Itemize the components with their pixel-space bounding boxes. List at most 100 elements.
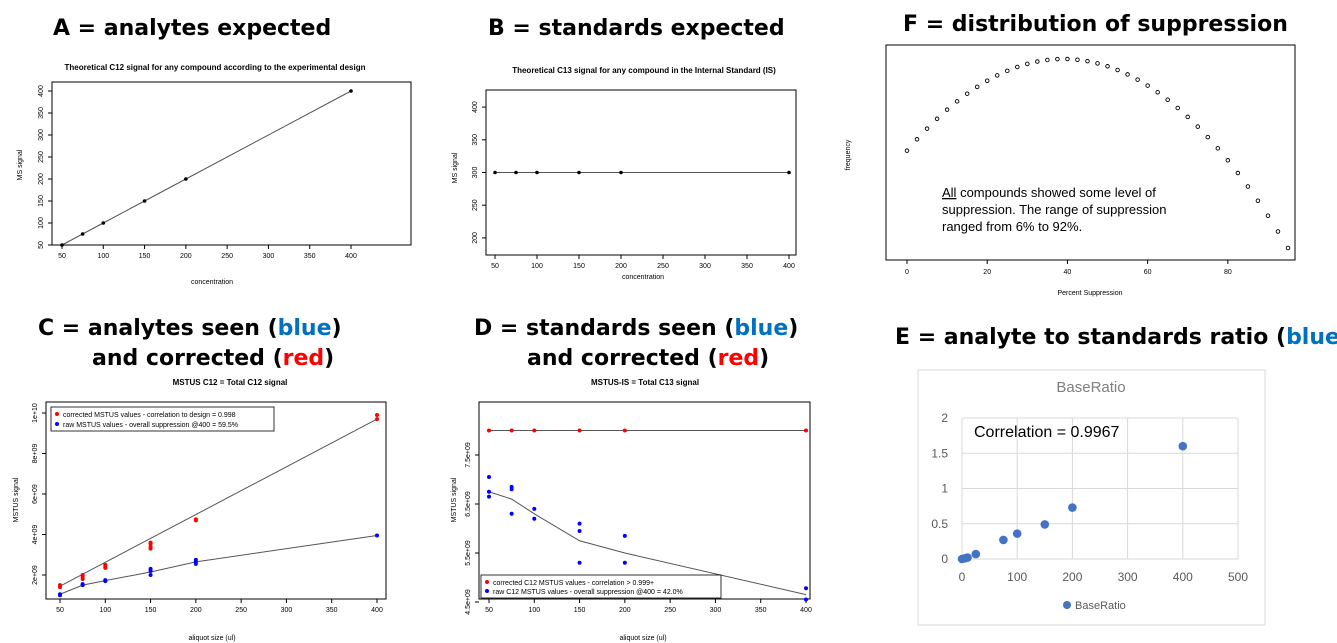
y-tick-label: 200 <box>38 173 45 185</box>
x-tick-label: 100 <box>528 607 540 614</box>
data-point <box>577 170 581 175</box>
y-axis-label: frequency <box>845 139 852 170</box>
chart-b: 50 100 150 200 250 300 350 400 Theoretical C13 s… <box>452 66 797 281</box>
legend-marker <box>485 580 489 584</box>
x-tick-label: 0 <box>959 570 966 584</box>
data-point <box>944 107 950 112</box>
data-point <box>1175 105 1180 111</box>
series-line <box>59 535 378 595</box>
data-point <box>148 573 153 577</box>
data-point <box>509 487 514 492</box>
x-tick-label: 100 <box>99 607 111 614</box>
x-axis-label: aliquot size (ul) <box>188 635 235 642</box>
data-point <box>1105 64 1110 69</box>
data-point <box>1015 64 1020 70</box>
y-tick-label: 1.5 <box>931 446 948 460</box>
data-point <box>487 494 491 499</box>
x-tick-label: 150 <box>139 253 151 260</box>
data-point <box>1235 170 1241 176</box>
y-tick-label: 6.5e+09 <box>465 491 472 517</box>
legend-marker <box>55 422 59 426</box>
annotation-text: compounds showed some level of <box>956 185 1156 200</box>
y-tick-label: 4e+09 <box>32 525 39 545</box>
data-point <box>1245 184 1251 189</box>
data-point <box>193 517 198 522</box>
data-point <box>804 597 808 602</box>
data-point <box>493 170 497 175</box>
x-tick-label: 150 <box>573 263 585 270</box>
data-point <box>60 243 64 247</box>
data-point <box>964 91 970 96</box>
data-point <box>80 573 85 577</box>
y-tick-label: 5.5e+09 <box>465 540 472 566</box>
data-point <box>1012 529 1022 538</box>
y-tick-label: 250 <box>472 199 479 211</box>
x-axis-label: Percent Suppression <box>1058 290 1123 297</box>
x-tick-label: 350 <box>755 607 767 614</box>
data-point <box>1205 134 1211 140</box>
data-point <box>1225 158 1231 163</box>
x-tick-label: 150 <box>145 607 157 614</box>
data-point <box>1265 213 1271 219</box>
data-point <box>142 199 147 203</box>
chart-title: BaseRatio <box>1056 379 1125 396</box>
chart-title: MSTUS C12 = Total C12 signal <box>173 378 288 387</box>
data-point <box>101 221 106 225</box>
heading-c-line1: C = analytes seen (blue) <box>38 316 342 341</box>
y-tick-label: 6e+09 <box>32 484 39 504</box>
y-tick-label: 0 <box>941 552 948 566</box>
x-tick-label: 400 <box>783 263 795 270</box>
data-point <box>954 99 960 104</box>
data-point <box>1178 441 1188 451</box>
data-point <box>80 582 85 587</box>
data-point <box>787 170 791 175</box>
x-tick-label: 350 <box>304 253 316 260</box>
x-tick-label: 250 <box>235 607 247 614</box>
data-point <box>971 549 981 559</box>
data-point <box>487 428 491 433</box>
x-tick-label: 50 <box>58 253 66 260</box>
data-point <box>103 562 108 567</box>
data-point <box>1035 59 1040 64</box>
heading-a: A = analytes expected <box>53 16 332 41</box>
legend-label: raw MSTUS values - overall suppression @… <box>63 422 238 429</box>
y-tick-label: 150 <box>38 195 45 207</box>
y-tick-label: 400 <box>472 101 479 113</box>
y-tick-label: 400 <box>38 85 45 97</box>
legend: corrected MSTUS values - correlation to … <box>50 406 275 432</box>
x-tick-label: 250 <box>657 263 669 270</box>
x-tick-label: 300 <box>263 253 275 260</box>
x-tick-label: 50 <box>491 263 499 270</box>
x-tick-label: 20 <box>983 269 991 276</box>
heading-c-line2: and corrected (red) <box>92 346 335 371</box>
chart-f: 0 20 40 60 80 Percent Suppression frequency All… <box>845 44 1296 297</box>
x-axis-label: concentration <box>191 279 233 286</box>
series-line <box>488 491 807 596</box>
data-point <box>58 583 62 588</box>
legend-box <box>480 574 722 599</box>
x-tick-label: 400 <box>800 607 812 614</box>
data-point <box>622 533 627 538</box>
x-tick-label: 300 <box>710 607 722 614</box>
chart-c: 50 100 150 200 250 300 350 400 MSTUS C12 = Total… <box>13 378 387 642</box>
data-point <box>487 489 491 494</box>
data-point <box>535 170 539 175</box>
heading-d-line1: D = standards seen (blue) <box>474 316 799 341</box>
x-tick-label: 200 <box>190 607 202 614</box>
data-point <box>514 170 518 175</box>
data-point <box>1125 72 1130 77</box>
x-tick-label: 60 <box>1144 269 1152 276</box>
plot-frame <box>51 81 412 246</box>
data-point <box>148 540 153 545</box>
data-point <box>375 533 379 538</box>
data-point <box>509 511 514 516</box>
x-tick-label: 200 <box>619 607 631 614</box>
data-point <box>1115 67 1120 73</box>
x-tick-label: 80 <box>1224 269 1232 276</box>
y-tick-label: 50 <box>38 241 45 249</box>
data-point <box>619 170 623 175</box>
data-point <box>103 578 108 583</box>
data-point <box>509 428 514 433</box>
heading-e: E = analyte to standards ratio (blue) <box>895 325 1337 350</box>
